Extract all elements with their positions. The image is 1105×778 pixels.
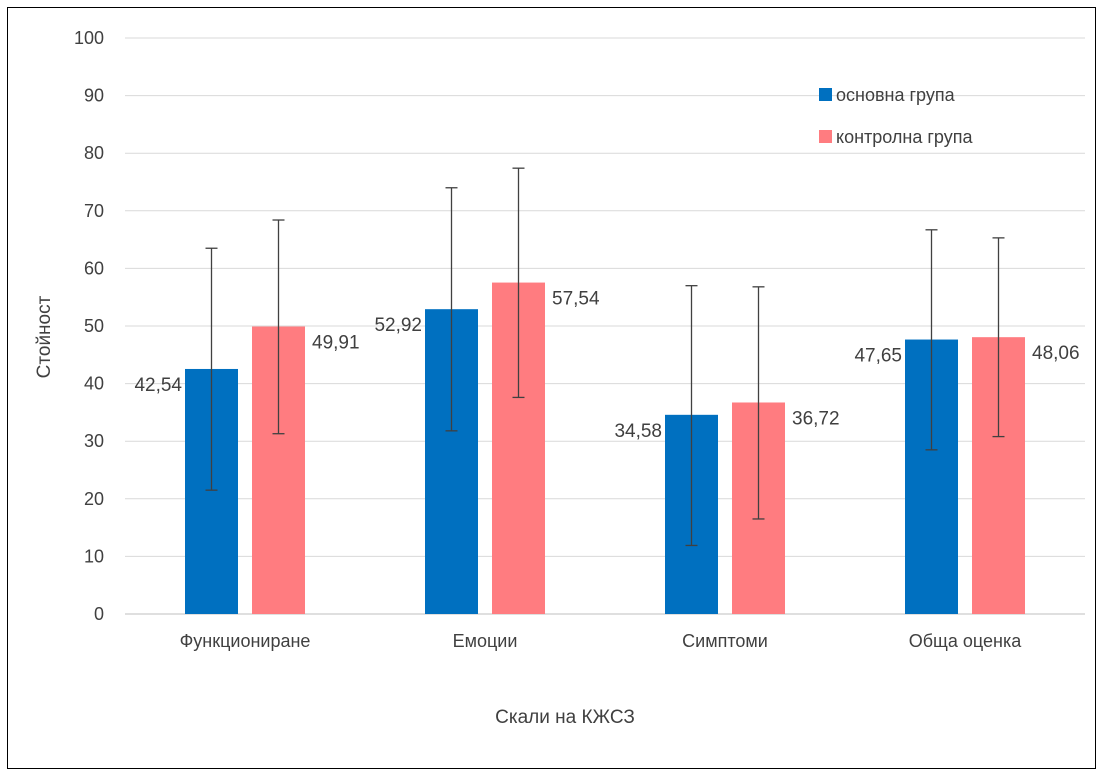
x-tick-label: Функциониране — [180, 631, 311, 651]
bars — [185, 282, 1025, 614]
x-tick-label: Симптоми — [682, 631, 768, 651]
data-label: 48,06 — [1032, 343, 1080, 364]
legend-swatch — [819, 88, 832, 101]
y-tick-label: 70 — [84, 201, 104, 221]
data-label: 57,54 — [552, 289, 600, 310]
data-label: 49,91 — [312, 333, 360, 354]
y-tick-label: 0 — [94, 604, 104, 624]
y-tick-label: 40 — [84, 374, 104, 394]
legend-label: основна група — [836, 85, 956, 105]
y-tick-label: 50 — [84, 316, 104, 336]
x-tick-label: Емоции — [453, 631, 518, 651]
data-label: 47,65 — [854, 346, 902, 367]
x-tick-label: Обща оценка — [909, 631, 1022, 651]
data-label: 34,58 — [614, 421, 662, 442]
y-tick-label: 20 — [84, 489, 104, 509]
x-axis-title: Скали на КЖСЗ — [495, 707, 635, 728]
x-axis-ticks: Функциониране Емоции Симптоми Обща оценка — [180, 631, 1023, 651]
y-tick-label: 10 — [84, 546, 104, 566]
legend: основна група контролна група — [819, 85, 973, 147]
data-label: 52,92 — [374, 315, 422, 336]
y-tick-label: 30 — [84, 431, 104, 451]
data-label: 36,72 — [792, 408, 840, 429]
error-bars — [205, 167, 1005, 547]
legend-swatch — [819, 130, 832, 143]
value-labels: 42,54 49,91 52,92 57,54 34,58 36,72 47,65 48,06 — [134, 289, 1079, 442]
y-axis-title: Стойност — [34, 295, 55, 378]
y-tick-label: 60 — [84, 258, 104, 278]
data-label: 42,54 — [134, 375, 182, 396]
y-tick-label: 90 — [84, 86, 104, 106]
bar-chart: 0 10 20 30 40 50 60 70 80 90 100 42,54 49,91 52,92 57… — [34, 28, 1085, 728]
y-tick-label: 100 — [74, 28, 104, 48]
y-tick-label: 80 — [84, 143, 104, 163]
chart-frame: 0 10 20 30 40 50 60 70 80 90 100 42,54 49,91 52,92 57… — [7, 7, 1096, 769]
y-axis-ticks: 0 10 20 30 40 50 60 70 80 90 100 — [74, 28, 104, 624]
legend-label: контролна група — [836, 127, 973, 147]
